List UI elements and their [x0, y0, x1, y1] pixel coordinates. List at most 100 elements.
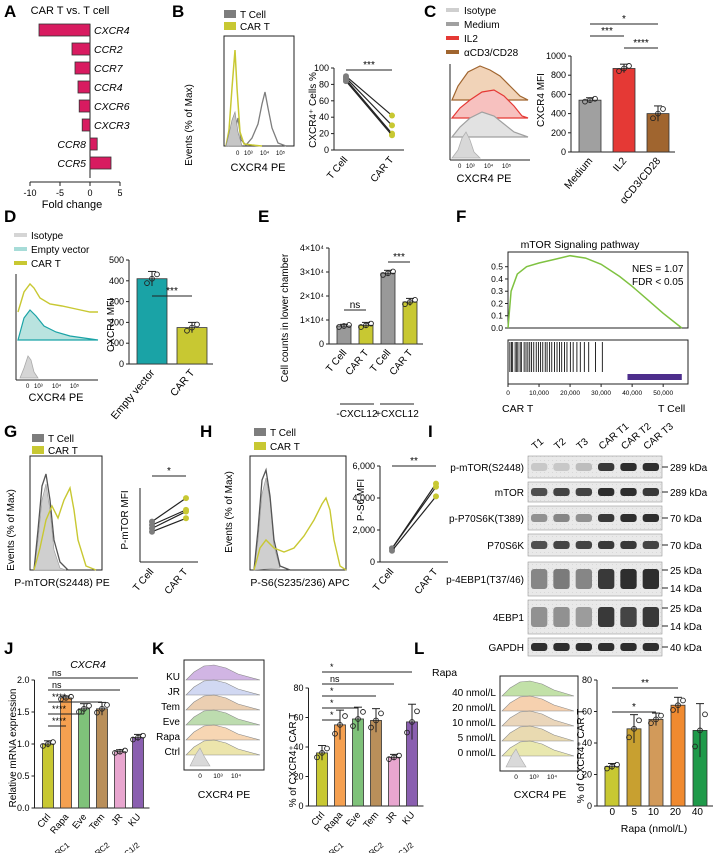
- x-tick-label: 50,000: [653, 390, 673, 397]
- k-hist-label: Eve: [163, 717, 181, 728]
- J-y-tick-label: 1.5: [17, 707, 30, 717]
- pair-line: [391, 496, 437, 552]
- x-label-20: 20: [670, 807, 682, 818]
- hist-cart-curve: [225, 49, 263, 147]
- point-tcell: [149, 528, 155, 535]
- replicate-point: [626, 734, 632, 741]
- sig-d-label: ***: [166, 286, 178, 297]
- hist-tcell-curve: [253, 467, 291, 571]
- bar-E-3: [402, 301, 418, 345]
- point-tcell: [343, 78, 349, 85]
- L-y-tick-label: 60: [582, 707, 592, 717]
- panel-a: CAR T vs. T cell -10 -5 0 5 CXCR4 CCR2 CCR7 CCR…: [23, 5, 129, 211]
- panel-h: T Cell CAR T Events (% of Max) P-S6(S235…: [224, 428, 448, 597]
- x-label-jr: JR: [383, 810, 399, 826]
- replicate-point: [40, 743, 46, 749]
- replicate-point: [130, 736, 136, 743]
- l-hist-isotype: [505, 748, 527, 768]
- panel-label-f: F: [456, 207, 466, 226]
- C-y-tick-label: 600: [551, 89, 566, 99]
- replicate-point: [675, 702, 681, 709]
- k-hist-isotype: [189, 747, 211, 767]
- replicate-point: [149, 275, 155, 282]
- x-label-cart: CAR T: [168, 367, 198, 399]
- panel-label-b: B: [172, 2, 184, 21]
- blot-strip: [527, 505, 663, 531]
- point-cart: [389, 122, 395, 129]
- bar-L-3: [670, 704, 686, 807]
- blot-strip: [527, 599, 663, 635]
- size-marker: 25 kDa: [670, 604, 702, 615]
- blot-band: [642, 569, 659, 589]
- panel-label-l: L: [414, 639, 424, 658]
- panel-label-a: A: [4, 2, 16, 21]
- x-tick-label: 10,000: [529, 390, 549, 397]
- k-hist-curve: [185, 679, 261, 696]
- pair-line: [345, 79, 393, 134]
- panel-h-hist-xlabel: P-S6(S235/236) APC: [250, 577, 350, 589]
- panel-label-g: G: [4, 422, 17, 441]
- bar-L-0: [604, 766, 620, 807]
- legend-swatch-cart: [224, 22, 236, 30]
- x-label-eve: Eve: [344, 810, 363, 830]
- hist-frame: [249, 455, 347, 571]
- blot-band: [598, 607, 615, 627]
- panel-c: Isotype Medium IL2 αCD3/CD28 0 10³ 10⁴ 1…: [446, 6, 675, 206]
- panel-e-ylabel: Cell counts in lower chamber: [280, 253, 291, 382]
- C-y-tick-label: 0: [561, 147, 566, 157]
- panel-i-western-blot: p-mTOR(S2448) 289 kDa mTOR 289 kDa p-P70S6K(…: [446, 455, 708, 657]
- blot-band: [553, 643, 570, 651]
- panel-label-d: D: [4, 207, 16, 226]
- blot-band: [553, 569, 570, 589]
- panel-f-title: mTOR Signaling pathway: [521, 239, 641, 251]
- replicate-point: [368, 320, 374, 327]
- pair-line: [391, 486, 437, 549]
- k-hist-curve: [185, 694, 261, 711]
- pair-line: [151, 497, 187, 523]
- blot-band: [620, 541, 637, 549]
- panel-h-histogram: [249, 455, 347, 571]
- replicate-point: [350, 723, 356, 729]
- x-label-jr: JR: [109, 812, 125, 828]
- panel-label-c: C: [424, 2, 436, 21]
- panel-b-histogram: 0 10³ 10⁴ 10⁵: [223, 35, 295, 157]
- blot-band: [553, 541, 570, 549]
- panel-f-left-label: CAR T: [502, 403, 534, 415]
- legend-label-cd3: αCD3/CD28: [464, 48, 519, 59]
- x-label-ku: KU: [126, 812, 143, 829]
- l-hist-curve: [501, 680, 575, 697]
- blot-band: [575, 541, 592, 549]
- E-y-tick-label: 2×10⁴: [300, 291, 324, 301]
- panel-b-hist-xlabel: CXCR4 PE: [230, 162, 285, 174]
- panel-h-hist-ylabel: Events (% of Max): [224, 471, 235, 553]
- y-tick-label: 0.3: [491, 286, 503, 296]
- replicate-point: [648, 720, 654, 727]
- B-y-tick-label: 20: [319, 129, 329, 139]
- l-hist-label: 40 nmol/L: [452, 688, 496, 699]
- blot-band: [642, 607, 659, 627]
- replicate-point: [604, 765, 610, 772]
- panel-k-ylabel: % of CXCR4⁺ CAR T: [288, 713, 299, 808]
- replicate-point: [621, 65, 627, 72]
- x-label-medium: Medium: [562, 155, 595, 192]
- replicate-point: [650, 115, 656, 122]
- enrichment-curve: [507, 254, 683, 329]
- replicate-point: [337, 722, 343, 728]
- x-label-5: 5: [631, 807, 637, 818]
- bar-J-0: [42, 743, 54, 809]
- hist-isotype-curve: [451, 131, 481, 159]
- blot-band: [531, 607, 548, 627]
- hist-cart-curve: [33, 485, 97, 571]
- bar-label-ccr4: CCR4: [94, 82, 123, 94]
- panel-l-ylabel: % of CXCR4⁺ CAR T: [576, 709, 587, 804]
- replicate-point: [582, 98, 588, 105]
- x-label-ku: KU: [400, 810, 417, 827]
- D-y-tick-label: 200: [109, 317, 124, 327]
- hist-cart-curve: [17, 282, 98, 313]
- x-tick-label: 5: [117, 188, 122, 198]
- blot-band: [642, 463, 659, 471]
- replicate-point: [391, 754, 397, 761]
- B-y-tick-label: 100: [314, 63, 329, 73]
- blot-row-label: 4EBP1: [493, 613, 525, 624]
- B-y-tick-label: 40: [319, 112, 329, 122]
